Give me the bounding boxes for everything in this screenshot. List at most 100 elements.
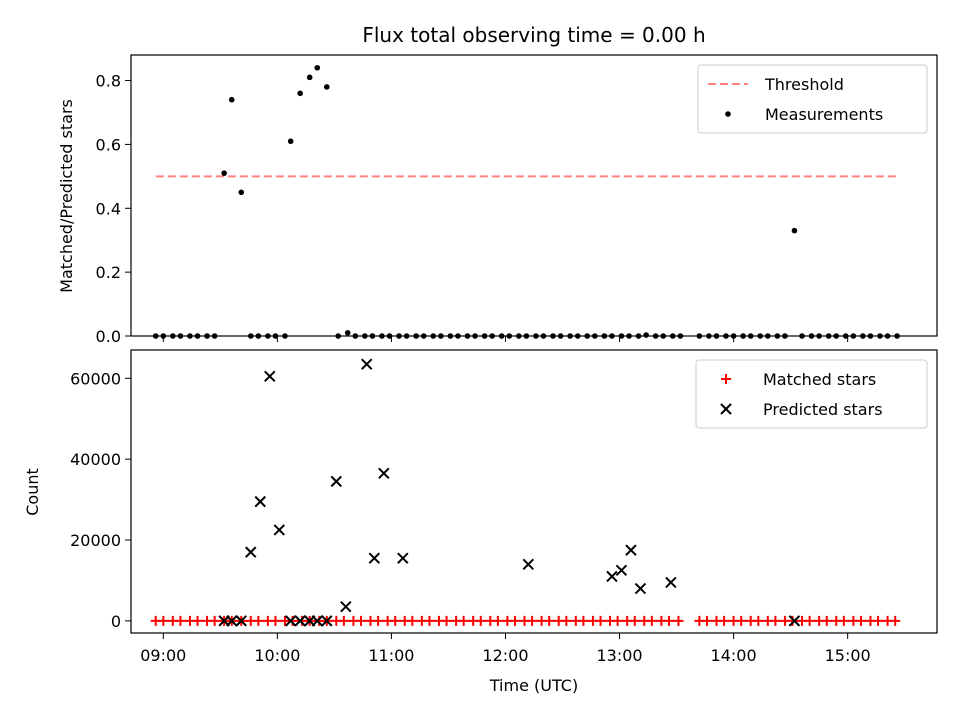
measurement-point xyxy=(228,96,235,103)
matched-star-marker xyxy=(838,615,849,626)
matched-star-marker xyxy=(209,615,220,626)
y-tick-label: 0.0 xyxy=(96,327,121,346)
predicted-star-marker xyxy=(625,544,637,556)
matched-star-marker xyxy=(855,615,866,626)
matched-star-marker xyxy=(719,615,730,626)
matched-star-marker xyxy=(595,615,606,626)
matched-star-marker xyxy=(175,615,186,626)
top-legend: Threshold Measurements xyxy=(697,64,928,134)
measurement-point xyxy=(297,90,303,97)
y-tick-label: 40000 xyxy=(70,450,121,469)
matched-star-marker xyxy=(646,615,657,626)
predicted-star-marker xyxy=(340,601,352,613)
matched-star-marker xyxy=(701,615,712,626)
x-tick-label: 10:00 xyxy=(254,646,300,665)
legend-dot-swatch xyxy=(725,111,731,117)
predicted-star-marker xyxy=(397,552,409,564)
measurement-point xyxy=(643,332,649,338)
x-tick-label: 15:00 xyxy=(825,646,871,665)
predicted-star-marker xyxy=(294,615,306,627)
matched-star-marker xyxy=(770,615,781,626)
matched-star-marker xyxy=(492,615,503,626)
matched-star-marker xyxy=(612,615,623,626)
matched-star-marker xyxy=(509,615,520,626)
matched-star-marker xyxy=(158,615,169,626)
y-tick-label: 60000 xyxy=(70,369,121,388)
predicted-star-marker xyxy=(361,358,373,370)
measurement-point xyxy=(306,74,313,81)
legend-label: Threshold xyxy=(764,75,844,94)
predicted-star-marker xyxy=(665,576,677,589)
top-y-ticks: 0.0 0.2 0.4 0.6 0.8 xyxy=(96,72,131,346)
measurement-point xyxy=(221,170,227,176)
matched-star-marker xyxy=(390,615,401,626)
x-tick-label: 11:00 xyxy=(368,646,414,665)
predicted-star-marker xyxy=(284,615,297,627)
predicted-star-marker xyxy=(235,615,247,627)
predicted-star-marker xyxy=(321,615,333,627)
matched-star-marker xyxy=(890,615,901,626)
predicted-star-marker xyxy=(273,524,285,536)
matched-star-marker xyxy=(458,615,469,626)
matched-star-marker xyxy=(338,615,349,626)
predicted-star-marker xyxy=(264,370,276,382)
x-tick-label: 13:00 xyxy=(596,646,642,665)
x-tick-label: 14:00 xyxy=(711,646,757,665)
predicted-star-marker xyxy=(330,475,343,488)
matched-star-marker xyxy=(561,615,572,626)
y-tick-label: 20000 xyxy=(70,531,121,550)
matched-star-marker xyxy=(527,615,538,626)
matched-star-marker xyxy=(356,615,367,626)
predicted-star-marker xyxy=(245,546,257,558)
y-tick-label: 0.2 xyxy=(96,263,121,282)
measurement-point xyxy=(791,227,798,234)
matched-star-marker xyxy=(663,615,674,626)
matched-star-marker xyxy=(787,615,798,626)
matched-star-marker xyxy=(804,615,815,626)
legend-box xyxy=(695,359,928,429)
y-tick-label: 0.8 xyxy=(96,72,121,91)
y-tick-label: 0 xyxy=(111,612,121,631)
matched-star-marker xyxy=(441,615,452,626)
matched-star-marker xyxy=(873,615,884,626)
bottom-panel: 0 20000 40000 60000 09:00 10:00 11:00 12:00 13:… xyxy=(23,349,938,695)
predicted-star-marker xyxy=(254,495,266,508)
y-tick-label: 0.6 xyxy=(96,135,121,154)
measurement-point xyxy=(323,84,330,90)
legend-label: Predicted stars xyxy=(763,400,883,419)
measurement-point xyxy=(238,189,245,196)
matched-star-marker xyxy=(736,615,747,626)
legend-x-swatch xyxy=(720,403,732,415)
bottom-legend: Matched stars Predicted stars xyxy=(695,359,928,429)
matched-star-marker xyxy=(270,615,281,626)
x-tick-label: 09:00 xyxy=(140,646,186,665)
bottom-x-axis-label: Time (UTC) xyxy=(489,676,578,695)
matched-star-marker xyxy=(424,615,435,626)
x-tick-label: 12:00 xyxy=(482,646,528,665)
measurement-point xyxy=(314,64,321,71)
predicted-star-marker xyxy=(634,582,647,595)
matched-star-marker xyxy=(821,615,832,626)
bottom-x-ticks: 09:00 10:00 11:00 12:00 13:00 14:00 15:00 xyxy=(140,633,871,665)
predicted-star-marker xyxy=(378,467,390,480)
predicted-star-marker xyxy=(788,615,801,627)
predicted-star-marker xyxy=(522,558,535,570)
matched-star-marker xyxy=(753,615,764,626)
predicted-star-marker xyxy=(606,570,618,583)
legend-plus-swatch xyxy=(721,374,731,384)
predicted-star-marker xyxy=(368,552,381,564)
y-tick-label: 0.4 xyxy=(96,199,121,218)
matched-star-marker xyxy=(407,615,418,626)
top-panel: Flux total observing time = 0.00 h 0.00.… xyxy=(57,23,938,346)
bottom-y-axis-label: Count xyxy=(23,468,42,516)
matched-star-marker xyxy=(673,615,684,626)
measurement-point xyxy=(287,138,294,145)
matched-star-marker xyxy=(373,615,384,626)
measurement-point xyxy=(344,330,351,336)
top-y-axis-label: Matched/Predicted stars xyxy=(57,99,76,293)
predicted-star-marker xyxy=(615,564,628,577)
matched-star-marker xyxy=(253,615,264,626)
matched-star-marker xyxy=(192,615,203,626)
bottom-axes-frame xyxy=(130,349,938,634)
